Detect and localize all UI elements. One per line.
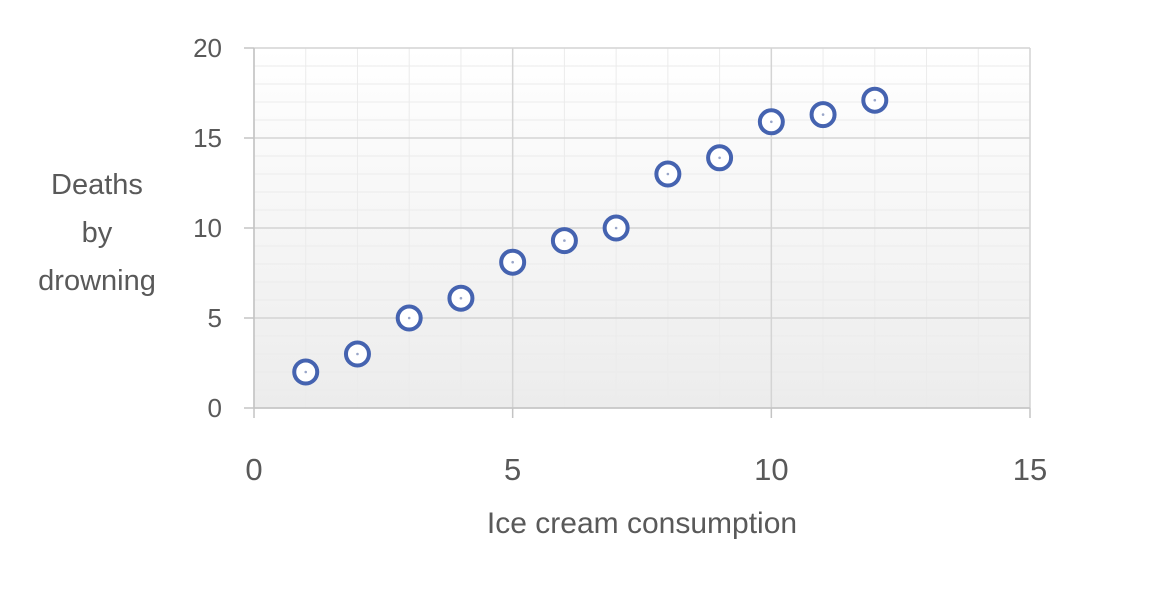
y-tick-label: 5 <box>208 303 222 333</box>
data-point-center <box>873 98 877 102</box>
x-tick-label: 15 <box>1013 452 1047 487</box>
data-point <box>654 160 682 188</box>
data-point-center <box>666 172 670 176</box>
data-point <box>757 108 785 136</box>
data-point <box>602 214 630 242</box>
data-point-center <box>511 260 514 264</box>
y-axis-title-line-1: Deaths <box>51 169 143 201</box>
data-point-center <box>563 239 566 242</box>
y-tick-label: 10 <box>193 213 222 243</box>
x-axis-title: Ice cream consumption <box>487 507 797 540</box>
y-axis-title-line-2: by <box>82 217 113 249</box>
data-point <box>861 86 889 114</box>
y-tick-label: 20 <box>193 33 222 63</box>
data-point-center <box>304 370 308 374</box>
data-point-center <box>614 226 618 230</box>
data-point <box>550 227 578 255</box>
data-point-center <box>459 296 463 300</box>
data-point <box>395 304 423 332</box>
y-tick-label: 15 <box>193 123 222 153</box>
data-point-center <box>770 120 773 124</box>
y-axis-title-line-3: drowning <box>38 265 156 297</box>
axis-layer <box>244 47 1031 418</box>
x-tick-label: 10 <box>754 452 788 487</box>
data-point <box>499 248 527 276</box>
data-points <box>292 86 889 386</box>
data-point-center <box>407 316 411 320</box>
x-tick-label: 5 <box>504 452 521 487</box>
data-point <box>706 144 734 172</box>
data-point-center <box>821 113 825 116</box>
x-tick-label: 0 <box>245 452 262 487</box>
data-point-center <box>718 156 721 160</box>
data-point <box>292 358 320 386</box>
tick-labels: 0 5 10 15 20 0 5 10 15 <box>193 33 1047 487</box>
y-tick-label: 0 <box>208 393 222 423</box>
data-point <box>447 284 475 312</box>
data-point <box>809 101 837 129</box>
data-point <box>343 340 371 368</box>
data-point-center <box>356 352 359 356</box>
